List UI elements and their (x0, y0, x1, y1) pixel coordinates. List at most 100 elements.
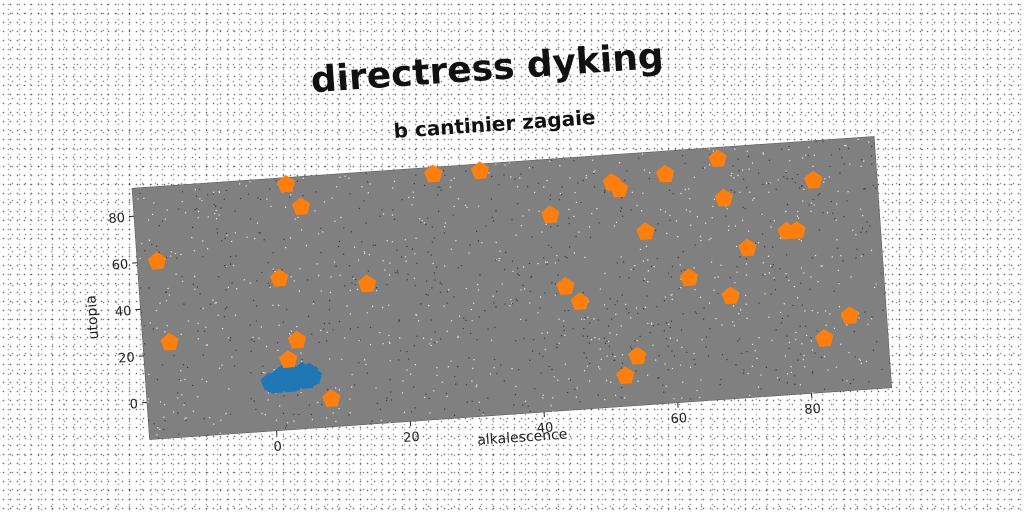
noise-speck (542, 355, 544, 357)
noise-speck (365, 363, 367, 366)
x-tick-label: 40 (536, 420, 554, 436)
noise-speck (739, 309, 742, 311)
noise-speck (788, 145, 790, 147)
noise-speck (662, 384, 664, 386)
noise-speck (384, 269, 386, 271)
noise-speck (359, 339, 361, 341)
noise-speck (258, 337, 260, 339)
noise-speck (656, 306, 658, 308)
noise-speck (871, 145, 873, 148)
noise-speck (694, 311, 696, 313)
noise-speck (153, 423, 155, 425)
noise-speck (544, 261, 547, 263)
noise-speck (518, 274, 520, 276)
noise-speck (417, 320, 420, 322)
noise-speck (339, 176, 341, 178)
noise-speck (390, 399, 393, 401)
noise-speck (768, 182, 770, 185)
noise-speck (693, 358, 695, 361)
noise-speck (705, 346, 707, 348)
noise-speck (395, 271, 397, 274)
noise-speck (316, 263, 318, 265)
noise-speck (180, 370, 182, 372)
noise-speck (416, 314, 418, 316)
noise-speck (870, 155, 873, 157)
noise-speck (147, 219, 150, 221)
noise-speck (731, 172, 733, 175)
noise-speck (453, 177, 456, 179)
noise-speck (594, 336, 596, 339)
noise-speck (865, 360, 868, 363)
noise-speck (543, 186, 545, 188)
noise-speck (711, 217, 713, 219)
noise-speck (306, 279, 309, 281)
noise-speck (777, 179, 779, 181)
noise-speck (320, 329, 322, 332)
noise-speck (212, 299, 214, 301)
noise-speck (458, 315, 461, 317)
noise-speck (708, 302, 711, 304)
noise-speck (158, 251, 160, 253)
noise-speck (737, 158, 739, 160)
noise-speck (738, 170, 740, 172)
noise-speck (290, 330, 293, 332)
noise-speck (307, 315, 310, 317)
noise-speck (501, 283, 503, 285)
noise-speck (815, 140, 817, 142)
noise-speck (807, 154, 809, 157)
noise-speck (281, 269, 283, 271)
noise-speck (519, 318, 522, 321)
noise-speck (543, 257, 545, 259)
noise-speck (801, 157, 804, 159)
noise-speck (786, 382, 788, 384)
noise-speck (764, 293, 766, 295)
noise-speck (218, 190, 220, 193)
noise-speck (445, 392, 448, 394)
noise-speck (229, 433, 231, 435)
noise-speck (492, 220, 495, 222)
noise-speck (669, 337, 671, 339)
noise-speck (860, 165, 862, 167)
noise-speck (335, 186, 338, 188)
noise-speck (573, 160, 575, 162)
noise-speck (415, 237, 417, 240)
noise-speck (755, 242, 757, 244)
noise-speck (261, 271, 263, 274)
noise-speck (450, 248, 452, 250)
noise-speck (365, 222, 367, 224)
noise-speck (843, 215, 845, 218)
noise-speck (620, 397, 623, 399)
noise-speck (139, 192, 141, 195)
noise-speck (358, 259, 360, 261)
noise-speck (197, 330, 199, 332)
noise-speck (593, 318, 595, 320)
noise-speck (533, 339, 535, 341)
noise-speck (200, 307, 202, 309)
noise-speck (760, 374, 762, 376)
noise-speck (555, 293, 558, 295)
noise-speck (320, 227, 322, 230)
noise-speck (823, 181, 825, 183)
noise-speck (610, 381, 612, 383)
noise-speck (644, 278, 646, 280)
noise-speck (647, 280, 649, 283)
noise-speck (202, 307, 204, 309)
noise-speck (379, 408, 382, 410)
data-point-series-2 (160, 332, 179, 351)
noise-speck (779, 311, 782, 314)
noise-speck (671, 350, 673, 352)
noise-speck (785, 254, 788, 256)
noise-speck (504, 164, 506, 166)
noise-speck (770, 293, 772, 295)
noise-speck (619, 162, 621, 164)
noise-speck (787, 315, 789, 317)
noise-speck (312, 303, 315, 305)
noise-speck (666, 232, 668, 235)
noise-speck (224, 264, 226, 267)
noise-speck (800, 282, 802, 284)
noise-speck (812, 392, 814, 394)
noise-speck (290, 193, 292, 196)
noise-speck (584, 256, 586, 258)
noise-speck (801, 304, 803, 306)
noise-speck (425, 223, 427, 226)
